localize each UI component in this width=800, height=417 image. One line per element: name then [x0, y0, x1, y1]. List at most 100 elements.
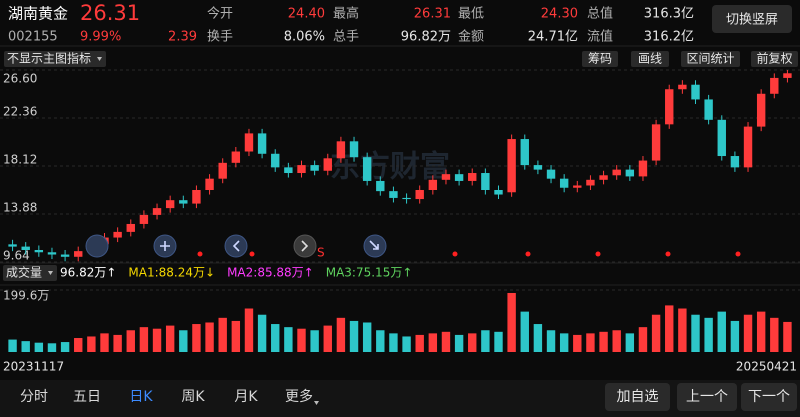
volume-bar: [717, 311, 726, 352]
candle-body: [625, 169, 635, 177]
volume-bar: [691, 314, 700, 352]
volume-bar: [573, 334, 582, 352]
candle-body: [665, 89, 674, 125]
candle-body: [507, 139, 516, 193]
footer-button-label[interactable]: 下一个: [748, 389, 790, 405]
footer-button-label[interactable]: 加自选: [617, 389, 659, 405]
candle-body: [468, 173, 477, 181]
candle-body: [113, 231, 122, 238]
stat-label: 换手: [207, 30, 233, 45]
overlay-button[interactable]: [224, 234, 248, 258]
candle-body: [257, 133, 267, 154]
toolbar-button-label[interactable]: 区间统计: [686, 52, 734, 66]
stat-value: 26.31: [414, 7, 451, 22]
candle-body: [205, 178, 214, 190]
candle-body: [231, 151, 241, 163]
tab[interactable]: 周K: [181, 389, 205, 405]
candle-body: [494, 190, 503, 195]
rotate-button-label[interactable]: 切换竖屏: [726, 13, 778, 28]
candle-body: [415, 190, 424, 200]
overlay-button[interactable]: [293, 234, 317, 258]
volume-bar: [126, 330, 135, 352]
stat-value: 24.71亿: [528, 30, 578, 45]
volume-menu-label[interactable]: 成交量: [6, 265, 42, 280]
footer-button-label[interactable]: 上一个: [686, 389, 728, 405]
toolbar-button-label[interactable]: 筹码: [588, 52, 612, 66]
volume-tick-label: 199.6万: [3, 289, 49, 303]
volume-bar: [362, 322, 372, 352]
rotate-button[interactable]: [712, 5, 792, 33]
toolbar-button-label[interactable]: 画线: [638, 52, 662, 66]
volume-bar: [638, 327, 648, 352]
stat-value: 96.82万: [401, 30, 451, 45]
volume-bar: [783, 321, 792, 352]
volume-bar: [402, 336, 411, 352]
candle-body: [783, 73, 792, 78]
footer-button[interactable]: [741, 383, 797, 411]
tab[interactable]: 分时: [20, 389, 48, 405]
toolbar-button[interactable]: [582, 51, 618, 67]
y-tick-label: 13.88: [3, 201, 37, 215]
stat-value: 316.2亿: [644, 30, 694, 45]
volume-bar: [8, 339, 17, 352]
stock-name: 湖南黄金: [8, 5, 68, 23]
tab[interactable]: 五日: [73, 389, 101, 405]
stat-value: 8.06%: [284, 30, 325, 45]
toolbar-button[interactable]: [631, 51, 669, 67]
candle-body: [271, 153, 280, 168]
volume-bar: [271, 324, 280, 352]
candle-body: [428, 179, 438, 190]
candle-body: [218, 162, 227, 179]
candle-body: [297, 165, 306, 174]
candle-body: [402, 197, 411, 200]
tab[interactable]: 日K: [129, 389, 153, 405]
volume-bar: [389, 333, 398, 352]
signal-dot: [197, 251, 203, 257]
stat-label: 流值: [587, 29, 613, 45]
candle-body: [139, 214, 149, 224]
volume-bar: [74, 338, 83, 352]
volume-bar: [454, 334, 464, 352]
volume-bar: [507, 292, 516, 352]
footer-button[interactable]: [605, 383, 670, 411]
candle-body: [376, 180, 385, 192]
tab[interactable]: 更多: [285, 388, 313, 405]
volume-bar: [704, 317, 713, 352]
volume-menu[interactable]: [3, 265, 57, 281]
watermark: 东方财富: [330, 150, 450, 185]
stat-label: 最高: [333, 6, 359, 22]
toolbar-button[interactable]: [751, 51, 798, 67]
candle-body: [47, 252, 57, 255]
volume-bar: [599, 331, 608, 352]
toolbar-button[interactable]: [681, 51, 740, 67]
candle-body: [533, 165, 543, 170]
candle-body: [678, 84, 687, 90]
start-date: 20231117: [3, 360, 64, 374]
stat-label: 金额: [458, 29, 484, 45]
footer-button[interactable]: [677, 383, 737, 411]
candle-body: [638, 160, 648, 177]
candle-body: [559, 178, 569, 188]
toolbar-button-label[interactable]: 前复权: [756, 51, 792, 66]
signal-label: S: [317, 246, 325, 260]
stock-code: 002155: [8, 30, 58, 45]
indicator-menu-label[interactable]: 不显示主图指标: [7, 51, 91, 66]
volume-bar: [612, 330, 621, 352]
indicator-menu[interactable]: [4, 51, 106, 67]
stat-value: 316.3亿: [644, 7, 694, 22]
overlay-button[interactable]: [85, 234, 109, 258]
volume-bar: [113, 334, 122, 352]
volume-bar: [205, 322, 214, 352]
candle-body: [323, 158, 332, 171]
volume-bar: [586, 333, 595, 352]
candle-body: [756, 93, 766, 127]
candle-body: [612, 169, 621, 176]
candle-body: [8, 244, 17, 247]
volume-bar: [468, 333, 477, 352]
volume-bar: [87, 336, 96, 352]
volume-bar: [21, 341, 30, 352]
candle-body: [743, 126, 753, 168]
volume-bar: [100, 333, 109, 352]
tab[interactable]: 月K: [234, 389, 258, 405]
candle-body: [651, 124, 661, 161]
